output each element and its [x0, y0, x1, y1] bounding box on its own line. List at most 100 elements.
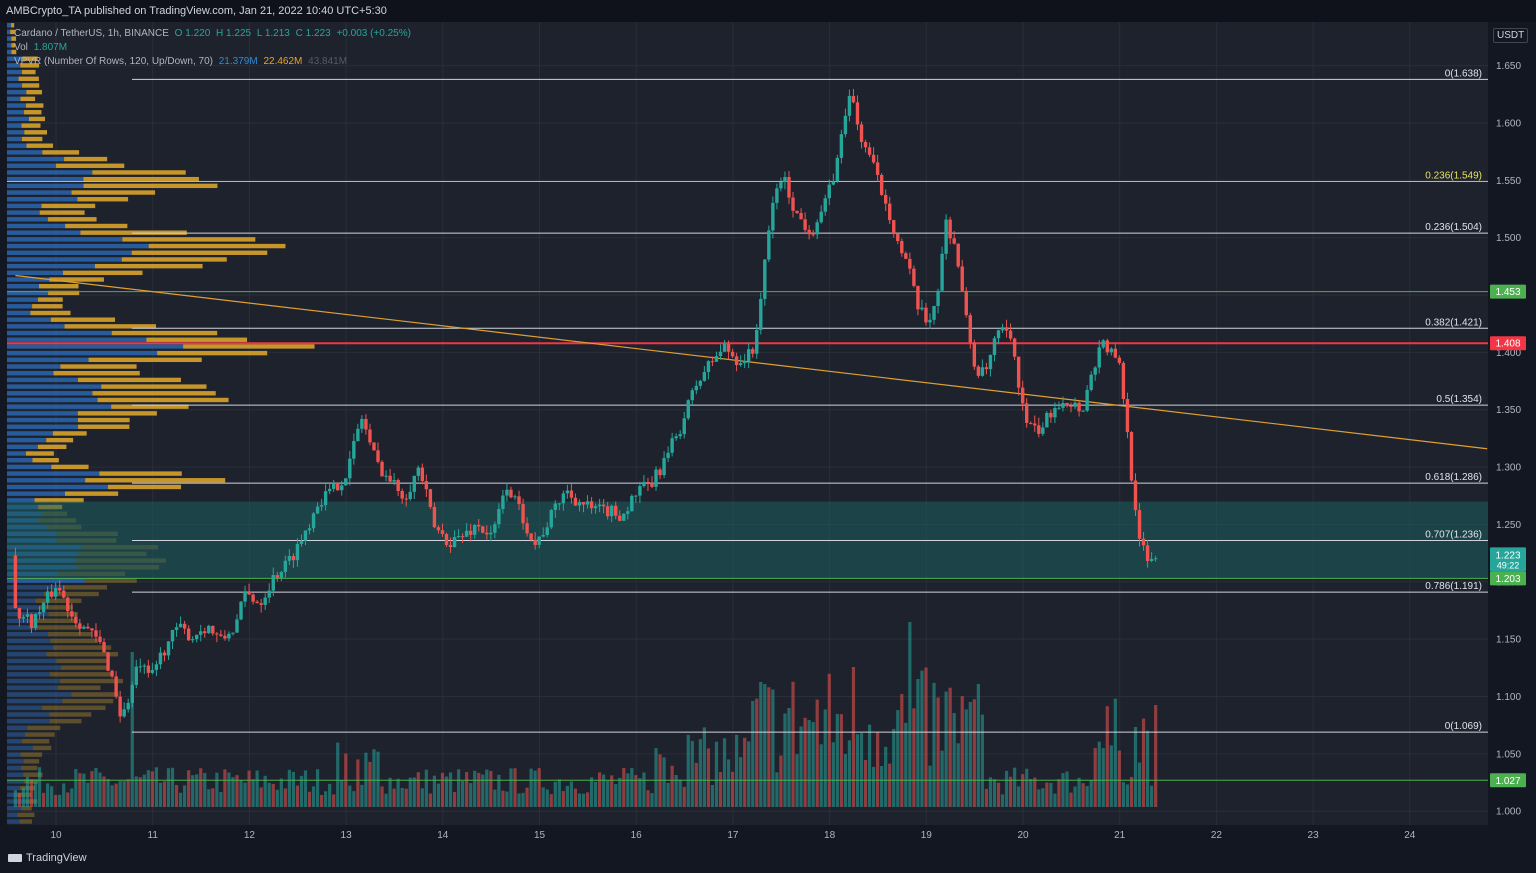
volume-bar: [565, 785, 569, 807]
volume-bar: [110, 785, 114, 807]
vpvr-row-up: [7, 752, 21, 757]
volume-bar: [340, 780, 344, 807]
candle-body: [283, 560, 288, 573]
symbol-name[interactable]: Cardano / TetherUS, 1h, BINANCE: [14, 28, 169, 39]
volume-bar: [787, 708, 791, 807]
price-level-badge[interactable]: [1490, 773, 1526, 788]
vpvr-row-up: [7, 156, 65, 162]
volume-bar: [884, 746, 888, 807]
candle-body: [473, 524, 477, 535]
vpvr-row-up: [7, 344, 184, 349]
vpvr-row-down: [50, 317, 116, 322]
candle-body: [21, 616, 26, 619]
vpvr-row-down: [157, 350, 268, 356]
candle-body: [41, 602, 46, 613]
vpvr-row-down: [42, 150, 80, 155]
volume-label[interactable]: Vol: [14, 42, 28, 53]
publisher-info: AMBCrypto_TA published on TradingView.co…: [6, 5, 387, 17]
time-tick-label: 23: [1308, 830, 1320, 841]
volume-bar: [368, 761, 372, 807]
vpvr-row-up: [7, 324, 65, 329]
candle-body: [690, 390, 694, 401]
vpvr-row-up: [7, 103, 27, 108]
candle-body: [734, 356, 739, 366]
vpvr-row-down: [88, 357, 202, 363]
candle-body: [1004, 327, 1009, 331]
vpvr-row-down: [11, 36, 17, 41]
candle-body: [404, 498, 408, 500]
vpvr-row-up: [7, 605, 40, 610]
vpvr-row-up: [7, 310, 31, 316]
vpvr-row-up: [7, 585, 64, 590]
candle-body: [388, 475, 392, 482]
vpvr-row-down: [77, 197, 129, 202]
volume-bar: [743, 737, 747, 807]
price-tick-label: 1.000: [1496, 807, 1521, 818]
candle-body: [718, 351, 723, 357]
volume-bar: [815, 699, 819, 807]
candle-body: [940, 253, 944, 291]
candle-body: [170, 629, 175, 642]
candle-body: [1000, 327, 1005, 331]
ohlc-low: L 1.213: [256, 28, 290, 39]
candle-body: [928, 319, 932, 323]
volume-bar: [682, 786, 686, 807]
volume-bar: [1085, 786, 1089, 807]
candle-body: [62, 590, 66, 598]
candle-body: [336, 482, 340, 491]
time-tick-label: 22: [1211, 830, 1223, 841]
volume-bar: [888, 763, 892, 807]
volume-bar: [473, 770, 477, 807]
candle-body: [150, 669, 155, 673]
volume-bar: [739, 757, 743, 807]
volume-bar: [509, 768, 513, 807]
vpvr-row-up: [7, 745, 33, 751]
volume-bar: [1008, 776, 1013, 807]
last-price-badge[interactable]: [1490, 547, 1526, 572]
volume-bar: [767, 687, 771, 807]
volume-bar: [90, 771, 94, 807]
volume-bar: [730, 771, 735, 807]
volume-bar: [634, 775, 638, 807]
volume-bar: [646, 790, 650, 807]
volume-bar: [1109, 745, 1113, 807]
vpvr-row-down: [49, 718, 82, 724]
price-level-badge[interactable]: [1490, 336, 1526, 351]
vpvr-row-down: [65, 491, 119, 496]
volume-bar: [694, 762, 698, 807]
candle-body: [29, 614, 34, 629]
vpvr-row-up: [7, 69, 23, 75]
vpvr-label[interactable]: VPVR (Number Of Rows, 120, Up/Down, 70): [14, 56, 213, 67]
candle-body: [751, 349, 755, 354]
tradingview-logo[interactable]: TradingView: [8, 852, 87, 864]
vpvr-row-down: [107, 484, 182, 490]
vpvr-row-up: [7, 618, 35, 624]
vpvr-row-down: [21, 123, 41, 128]
vpvr-row-down: [94, 263, 203, 269]
volume-bar: [936, 697, 940, 807]
vpvr-row-up: [7, 598, 36, 603]
vpvr-row-up: [7, 417, 78, 423]
demand-zone: [7, 501, 1488, 579]
volume-bar: [29, 779, 34, 807]
currency-badge[interactable]: USDT: [1493, 28, 1529, 43]
vpvr-row-down: [24, 110, 42, 115]
candle-body: [601, 504, 606, 507]
candle-body: [557, 503, 562, 505]
price-tick-label: 1.600: [1496, 118, 1521, 129]
vpvr-row-up: [7, 792, 17, 797]
price-level-badge[interactable]: [1490, 571, 1526, 586]
volume-bar: [98, 772, 102, 807]
vpvr-row-down: [60, 678, 124, 684]
volume-bar: [17, 792, 22, 807]
volume-bar: [166, 768, 171, 807]
price-level-badge[interactable]: [1490, 284, 1526, 299]
price-level-badge-text: 1.203: [1495, 574, 1520, 585]
vpvr-row-down: [20, 63, 40, 68]
volume-bar: [66, 792, 70, 807]
candle-body: [130, 684, 134, 703]
candle-body: [307, 528, 312, 531]
volume-bar: [517, 793, 521, 807]
chart-plot-area[interactable]: [7, 22, 1488, 825]
